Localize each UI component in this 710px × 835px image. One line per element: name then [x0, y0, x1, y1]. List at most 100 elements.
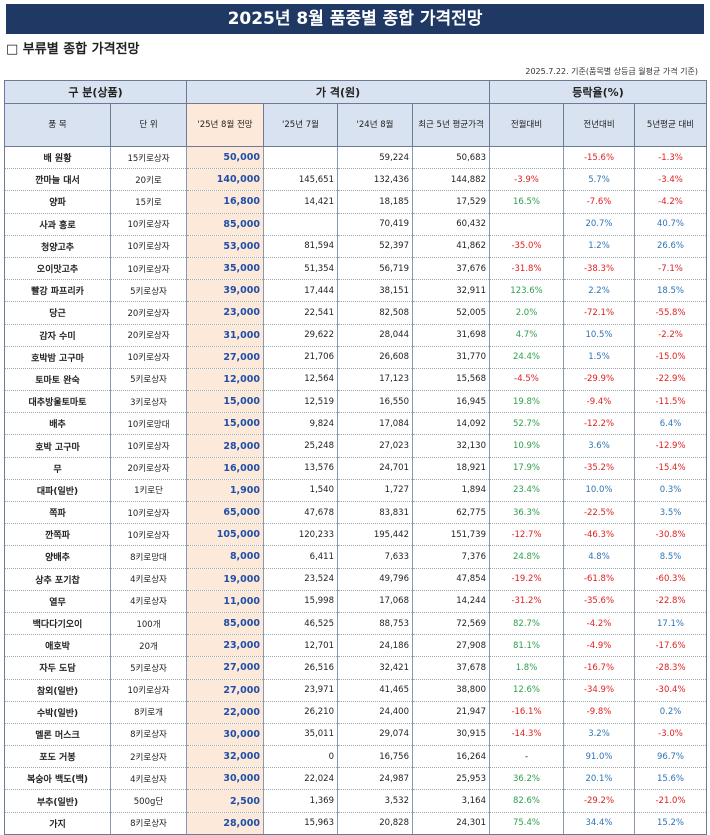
cell-mom: -31.2% — [489, 590, 564, 613]
cell-forecast: 53,000 — [186, 235, 264, 258]
cell-jul: 12,519 — [263, 390, 338, 414]
cell-yoy: 20.1% — [563, 767, 635, 791]
cell-jul: 12,701 — [263, 634, 338, 658]
cell-yoy: -12.2% — [563, 412, 635, 436]
cell-mom: 75.4% — [489, 812, 564, 835]
cell-jul — [263, 213, 338, 236]
cell-jul: 23,971 — [263, 679, 338, 702]
cell-aug24: 88,753 — [337, 612, 413, 636]
cell-jul: 13,576 — [263, 457, 338, 480]
cell-jul: 22,541 — [263, 301, 338, 325]
cell-vs5: 0.3% — [633, 479, 708, 503]
cell-aug24: 38,151 — [337, 279, 413, 303]
cell-forecast: 2,500 — [186, 789, 264, 813]
cell-item: 호박밤 고구마 — [4, 346, 111, 369]
cell-avg5: 16,264 — [412, 745, 490, 769]
cell-forecast: 16,000 — [186, 457, 264, 480]
cell-aug24: 28,044 — [337, 324, 413, 347]
cell-forecast: 85,000 — [186, 612, 264, 636]
cell-yoy: -9.8% — [563, 701, 635, 724]
cell-avg5: 24,301 — [412, 812, 490, 835]
cell-aug24: 27,023 — [337, 434, 413, 458]
cell-forecast: 50,000 — [186, 146, 264, 170]
cell-unit: 20키로상자 — [110, 301, 187, 325]
table-row: 사과 홍로 10키로상자 85,000 70,419 60,432 20.7% 40.7% — [4, 213, 708, 236]
cell-mom: 1.8% — [489, 656, 564, 680]
cell-forecast: 23,000 — [186, 301, 264, 325]
cell-aug24: 20,828 — [337, 812, 413, 835]
cell-item: 감자 수미 — [4, 324, 111, 347]
cell-yoy: -38.3% — [563, 257, 635, 281]
cell-yoy: 2.2% — [563, 279, 635, 303]
cell-mom: 24.8% — [489, 545, 564, 569]
table-row: 부추(일반) 500g단 2,500 1,369 3,532 3,164 82.6% -29.… — [4, 789, 708, 813]
cell-avg5: 41,862 — [412, 235, 490, 258]
cell-mom — [489, 213, 564, 236]
cell-jul: 51,354 — [263, 257, 338, 281]
cell-avg5: 47,854 — [412, 568, 490, 591]
cell-jul: 15,963 — [263, 812, 338, 835]
cell-avg5: 1,894 — [412, 479, 490, 503]
table-row: 자두 도담 5키로상자 27,000 26,516 32,421 37,678 1.8% -1… — [4, 656, 708, 680]
table-row: 오이맛고추 10키로상자 35,000 51,354 56,719 37,676 -31.8… — [4, 257, 708, 281]
table-row: 애호박 20개 23,000 12,701 24,186 27,908 81.1% -4.9%… — [4, 634, 708, 658]
header-item: 품 목 — [4, 103, 111, 147]
cell-aug24: 41,465 — [337, 679, 413, 702]
cell-vs5: -22.9% — [633, 368, 708, 392]
cell-vs5: 6.4% — [633, 412, 708, 436]
table-row: 배 원황 15키로상자 50,000 59,224 50,683 -15.6% -1.3% — [4, 146, 708, 170]
cell-mom: 10.9% — [489, 434, 564, 458]
cell-item: 가지 — [4, 812, 111, 835]
cell-item: 쪽파 — [4, 501, 111, 525]
cell-unit: 20키로 — [110, 168, 187, 192]
cell-aug24: 26,608 — [337, 346, 413, 369]
cell-aug24: 24,987 — [337, 767, 413, 791]
cell-yoy: 3.6% — [563, 434, 635, 458]
cell-mom: 17.9% — [489, 457, 564, 480]
cell-vs5: -7.1% — [633, 257, 708, 281]
cell-forecast: 19,000 — [186, 568, 264, 591]
cell-jul: 15,998 — [263, 590, 338, 613]
cell-item: 무 — [4, 457, 111, 480]
table-row: 참외(일반) 10키로상자 27,000 23,971 41,465 38,800 12.6… — [4, 679, 708, 702]
cell-vs5: -55.8% — [633, 301, 708, 325]
cell-avg5: 31,698 — [412, 324, 490, 347]
cell-yoy: 3.2% — [563, 723, 635, 747]
cell-jul: 12,564 — [263, 368, 338, 392]
cell-mom: 52.7% — [489, 412, 564, 436]
cell-avg5: 14,244 — [412, 590, 490, 613]
cell-item: 깐쪽파 — [4, 523, 111, 547]
cell-mom: 4.7% — [489, 324, 564, 347]
cell-yoy: 1.2% — [563, 235, 635, 258]
cell-yoy: -29.9% — [563, 368, 635, 392]
cell-vs5: -15.4% — [633, 457, 708, 480]
cell-unit: 8키로상자 — [110, 812, 187, 835]
cell-forecast: 65,000 — [186, 501, 264, 525]
cell-jul: 46,525 — [263, 612, 338, 636]
cell-unit: 10키로상자 — [110, 679, 187, 702]
cell-mom: 82.6% — [489, 789, 564, 813]
cell-forecast: 22,000 — [186, 701, 264, 724]
cell-mom: -12.7% — [489, 523, 564, 547]
cell-jul: 1,369 — [263, 789, 338, 813]
cell-vs5: -2.2% — [633, 324, 708, 347]
table-row: 깐쪽파 10키로상자 105,000 120,233 195,442 151,739 -12… — [4, 523, 708, 547]
cell-forecast: 27,000 — [186, 656, 264, 680]
cell-forecast: 85,000 — [186, 213, 264, 236]
cell-avg5: 18,921 — [412, 457, 490, 480]
cell-jul: 9,824 — [263, 412, 338, 436]
cell-item: 복숭아 백도(백) — [4, 767, 111, 791]
cell-unit: 20키로상자 — [110, 457, 187, 480]
cell-jul: 1,540 — [263, 479, 338, 503]
cell-item: 토마토 완숙 — [4, 368, 111, 392]
cell-jul: 25,248 — [263, 434, 338, 458]
cell-unit: 8키로상자 — [110, 723, 187, 747]
cell-mom: 23.4% — [489, 479, 564, 503]
cell-mom: -4.5% — [489, 368, 564, 392]
cell-jul: 47,678 — [263, 501, 338, 525]
cell-jul: 81,594 — [263, 235, 338, 258]
cell-forecast: 32,000 — [186, 745, 264, 769]
cell-forecast: 27,000 — [186, 346, 264, 369]
table-row: 토마토 완숙 5키로상자 12,000 12,564 17,123 15,568 -4.5%… — [4, 368, 708, 392]
cell-mom: -3.9% — [489, 168, 564, 192]
